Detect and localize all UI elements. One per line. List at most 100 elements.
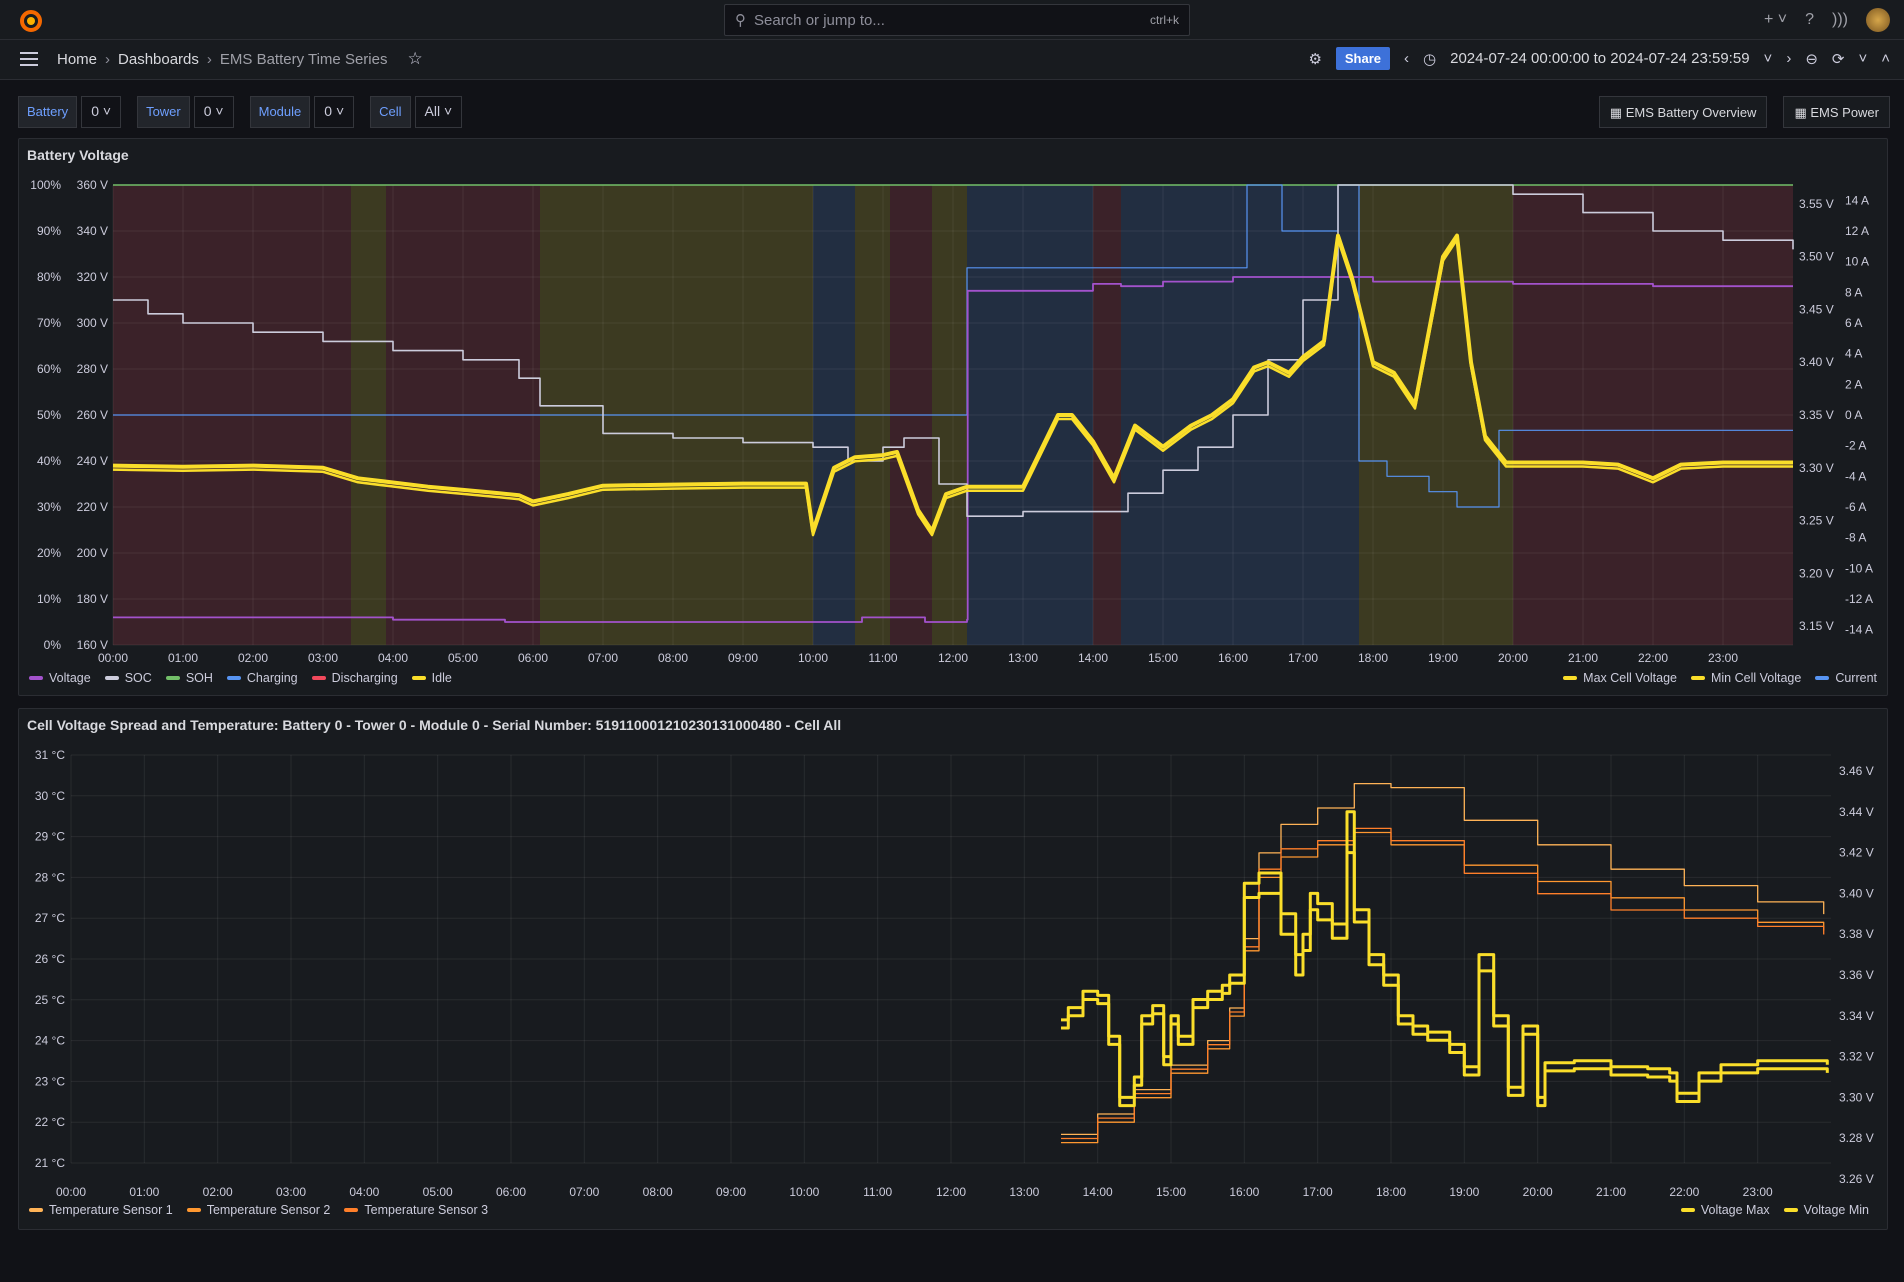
x-tick-label: 07:00 xyxy=(588,651,618,665)
avatar[interactable] xyxy=(1866,8,1890,32)
series-temperature-sensor-2-line xyxy=(1061,831,1825,1144)
grafana-logo-icon[interactable] xyxy=(18,8,44,34)
legend-item-soc[interactable]: SOC xyxy=(104,671,152,685)
variable-select[interactable]: All ˅ xyxy=(414,96,463,128)
x-tick-label: 03:00 xyxy=(276,1185,306,1199)
link-ems-battery-overview[interactable]: ▦ EMS Battery Overview xyxy=(1598,96,1768,128)
state-band-discharging xyxy=(1513,185,1793,645)
breadcrumb: Home › Dashboards › EMS Battery Time Ser… xyxy=(57,49,423,68)
legend-item-idle[interactable]: Idle xyxy=(411,671,452,685)
star-icon[interactable]: ☆ xyxy=(407,49,423,68)
y-right-voltage-tick: 3.26 V xyxy=(1839,1172,1874,1186)
y-left-volt-tick: 340 V xyxy=(77,224,108,238)
variable-select[interactable]: 0 ˅ xyxy=(193,96,234,128)
legend-item-discharging[interactable]: Discharging xyxy=(311,671,398,685)
series-soc-line xyxy=(113,184,1794,518)
legend-item-max-cell-voltage[interactable]: Max Cell Voltage xyxy=(1563,671,1677,685)
legend-right: Max Cell Voltage Min Cell Voltage Curren… xyxy=(1563,671,1877,685)
breadcrumb-home[interactable]: Home xyxy=(57,51,98,68)
x-tick-label: 11:00 xyxy=(868,651,897,665)
x-tick-label: 15:00 xyxy=(1148,651,1178,665)
y-right-voltage-tick: 3.42 V xyxy=(1839,846,1874,860)
legend-item-soh[interactable]: SOH xyxy=(165,671,213,685)
legend-item-voltage-max[interactable]: Voltage Max xyxy=(1680,1203,1770,1217)
series-voltage-min-line xyxy=(1061,851,1829,1108)
x-tick-label: 08:00 xyxy=(658,651,688,665)
search-shortcut: ctrl+k xyxy=(1149,13,1179,27)
refresh-interval-chevron-icon[interactable]: ˅ xyxy=(1858,50,1868,67)
y-right-voltage-tick: 3.46 V xyxy=(1839,764,1874,778)
y-right-current-tick: -10 A xyxy=(1845,561,1873,575)
battery-voltage-panel: Battery Voltage 0% 160 V 10% 180 V 20% 200 V 3… xyxy=(18,138,1888,696)
legend-item-temperature-sensor-2[interactable]: Temperature Sensor 2 xyxy=(186,1203,330,1217)
menu-icon[interactable] xyxy=(20,52,38,66)
x-tick-label: 19:00 xyxy=(1449,1185,1479,1199)
zoom-out-icon[interactable]: ⊖ xyxy=(1805,50,1818,68)
time-forward-icon[interactable]: › xyxy=(1786,50,1792,67)
y-left-volt-tick: 180 V xyxy=(77,592,108,606)
time-range-picker[interactable]: 2024-07-24 00:00:00 to 2024-07-24 23:59:… xyxy=(1450,50,1750,67)
x-tick-label: 12:00 xyxy=(936,1185,966,1199)
link-ems-power[interactable]: ▦ EMS Power xyxy=(1783,96,1890,128)
y-right-current-tick: -4 A xyxy=(1845,469,1866,483)
x-tick-label: 07:00 xyxy=(569,1185,599,1199)
y-left-pct-tick: 100% xyxy=(30,178,61,192)
help-icon[interactable]: ? xyxy=(1805,11,1815,28)
legend-item-charging[interactable]: Charging xyxy=(226,671,298,685)
x-tick-label: 17:00 xyxy=(1303,1185,1333,1199)
variable-select[interactable]: 0 ˅ xyxy=(314,96,355,128)
legend-item-temperature-sensor-3[interactable]: Temperature Sensor 3 xyxy=(344,1203,488,1217)
x-tick-label: 19:00 xyxy=(1428,651,1458,665)
chevron-right-icon: › xyxy=(206,51,212,68)
x-tick-label: 01:00 xyxy=(168,651,198,665)
battery-voltage-chart[interactable]: 0% 160 V 10% 180 V 20% 200 V 30% 220 V 40% 240 V 5… xyxy=(19,139,1887,695)
y-left-temp-tick: 26 °C xyxy=(35,952,65,966)
x-tick-label: 23:00 xyxy=(1708,651,1738,665)
chevron-right-icon: › xyxy=(105,51,111,68)
legend-item-voltage[interactable]: Voltage xyxy=(29,671,91,685)
x-tick-label: 08:00 xyxy=(643,1185,673,1199)
y-left-temp-tick: 25 °C xyxy=(35,993,65,1007)
y-right-current-tick: -12 A xyxy=(1845,592,1873,606)
y-left-volt-tick: 240 V xyxy=(77,454,108,468)
variable-module: Module 0 ˅ xyxy=(249,96,355,128)
chevron-down-icon[interactable]: ˅ xyxy=(1763,50,1773,67)
x-tick-label: 00:00 xyxy=(98,651,128,665)
y-left-volt-tick: 220 V xyxy=(77,500,108,514)
x-tick-label: 20:00 xyxy=(1523,1185,1553,1199)
news-rss-icon[interactable]: ))) xyxy=(1832,11,1848,28)
refresh-icon[interactable]: ⟳ xyxy=(1831,50,1845,68)
cell-voltage-temperature-chart[interactable]: 21 °C 22 °C 23 °C 24 °C 25 °C 26 °C 27 °C 28 °C… xyxy=(19,709,1887,1229)
y-right-current-tick: 0 A xyxy=(1845,408,1862,422)
apps-icon: ▦ xyxy=(1794,105,1811,120)
legend-item-min-cell-voltage[interactable]: Min Cell Voltage xyxy=(1690,671,1801,685)
variable-label: Cell xyxy=(370,96,411,128)
y-left-temp-tick: 31 °C xyxy=(35,748,65,762)
y-left-pct-tick: 90% xyxy=(37,224,61,238)
variable-battery: Battery 0 ˅ xyxy=(18,96,122,128)
state-band-idle xyxy=(1359,185,1513,645)
cell-voltage-spread-panel: Cell Voltage Spread and Temperature: Bat… xyxy=(18,708,1888,1230)
time-back-icon[interactable]: ‹ xyxy=(1404,50,1410,67)
share-button[interactable]: Share xyxy=(1335,47,1391,70)
legend-item-current[interactable]: Current xyxy=(1815,671,1877,685)
y-left-volt-tick: 300 V xyxy=(77,316,108,330)
x-tick-label: 12:00 xyxy=(938,651,968,665)
gear-icon[interactable]: ⚙ xyxy=(1308,50,1322,68)
y-right-cell-tick: 3.25 V xyxy=(1799,514,1834,528)
series-max-cell-voltage-line xyxy=(112,233,1793,534)
add-icon[interactable]: + ˅ xyxy=(1763,11,1788,28)
y-right-current-tick: -8 A xyxy=(1845,531,1866,545)
collapse-icon[interactable]: ˄ xyxy=(1881,50,1890,67)
y-left-volt-tick: 280 V xyxy=(77,362,108,376)
legend-item-temperature-sensor-1[interactable]: Temperature Sensor 1 xyxy=(29,1203,173,1217)
search-input[interactable]: ⚲ Search or jump to... ctrl+k xyxy=(724,4,1190,36)
x-tick-label: 02:00 xyxy=(238,651,268,665)
variable-select[interactable]: 0 ˅ xyxy=(81,96,122,128)
variable-label: Tower xyxy=(137,96,190,128)
breadcrumb-dashboards[interactable]: Dashboards xyxy=(118,51,199,68)
x-tick-label: 00:00 xyxy=(56,1185,86,1199)
panel-title: Battery Voltage xyxy=(27,147,129,163)
x-tick-label: 18:00 xyxy=(1376,1185,1406,1199)
legend-item-voltage-min[interactable]: Voltage Min xyxy=(1783,1203,1869,1217)
